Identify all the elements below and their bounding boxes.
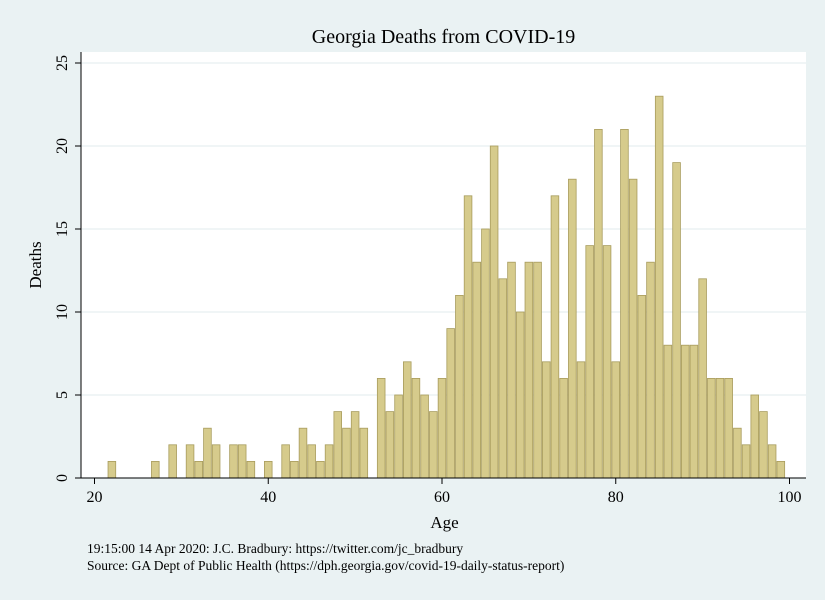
bar-age-40 xyxy=(264,460,273,479)
bar-age-88 xyxy=(681,344,690,479)
y-tick-label-0: 0 xyxy=(54,474,71,482)
bar-age-59 xyxy=(429,411,438,479)
bar-age-96 xyxy=(750,394,759,479)
y-tick-label-20: 20 xyxy=(54,138,71,154)
bar-age-91 xyxy=(707,377,716,479)
y-tick-label-5: 5 xyxy=(54,391,71,399)
bar-age-93 xyxy=(724,377,733,479)
bar-age-68 xyxy=(507,261,516,479)
x-tick-label-20: 20 xyxy=(87,489,103,506)
bar-age-56 xyxy=(403,361,412,479)
y-tick-label-25: 25 xyxy=(54,55,71,71)
bar-age-66 xyxy=(489,145,499,479)
bar-age-33 xyxy=(203,427,212,479)
bar-age-97 xyxy=(759,411,768,479)
bar-age-84 xyxy=(646,261,655,479)
bar-age-22 xyxy=(107,460,117,479)
bar-age-71 xyxy=(533,261,542,479)
bar-age-78 xyxy=(594,128,603,479)
bar-age-99 xyxy=(776,460,786,479)
x-tick-label-80: 80 xyxy=(608,489,624,506)
bar-age-54 xyxy=(385,411,395,479)
bar-age-60 xyxy=(437,377,447,479)
bar-age-32 xyxy=(194,460,203,479)
bar-age-95 xyxy=(741,444,751,479)
bar-age-44 xyxy=(298,427,308,479)
bar-age-80 xyxy=(611,361,620,479)
bar-age-53 xyxy=(376,377,386,479)
bar-age-48 xyxy=(333,411,342,479)
bar-age-69 xyxy=(515,311,525,479)
bar-age-81 xyxy=(620,128,629,479)
bar-age-72 xyxy=(542,361,551,479)
bar-age-58 xyxy=(420,394,429,479)
bar-age-47 xyxy=(324,444,334,479)
bar-age-83 xyxy=(637,294,647,479)
bar-age-82 xyxy=(628,178,638,479)
x-tick-label-60: 60 xyxy=(434,489,450,506)
bar-age-49 xyxy=(342,427,351,479)
bar-age-57 xyxy=(411,377,421,479)
bar-age-90 xyxy=(698,278,707,479)
bar-age-67 xyxy=(498,278,508,479)
bar-age-79 xyxy=(602,245,612,479)
bar-age-51 xyxy=(359,427,369,479)
bar-age-65 xyxy=(481,228,490,479)
y-tick-label-10: 10 xyxy=(54,304,71,320)
bar-age-70 xyxy=(524,261,534,479)
x-tick-label-40: 40 xyxy=(260,489,276,506)
bar-age-87 xyxy=(672,162,681,479)
timestamp-credit-note: 19:15:00 14 Apr 2020: J.C. Bradbury: htt… xyxy=(87,541,464,556)
x-tick-label-100: 100 xyxy=(778,489,802,506)
bar-age-76 xyxy=(576,361,586,479)
x-axis-label: Age xyxy=(430,513,458,532)
bar-age-74 xyxy=(559,377,568,479)
bar-age-86 xyxy=(663,344,673,479)
bar-age-77 xyxy=(585,245,594,479)
bar-age-64 xyxy=(472,261,481,479)
bar-age-62 xyxy=(455,294,464,479)
chart-title: Georgia Deaths from COVID-19 xyxy=(312,26,575,48)
bar-age-75 xyxy=(568,178,577,479)
bar-age-46 xyxy=(316,460,325,479)
bar-age-89 xyxy=(689,344,699,479)
bar-age-31 xyxy=(185,444,195,479)
bar-age-55 xyxy=(394,394,403,479)
bar-age-61 xyxy=(446,328,455,479)
y-axis-label: Deaths xyxy=(26,241,45,288)
bar-age-34 xyxy=(211,444,221,479)
bar-age-42 xyxy=(281,444,290,479)
bar-age-63 xyxy=(463,195,473,479)
bar-age-85 xyxy=(654,95,664,479)
bar-age-92 xyxy=(715,377,725,479)
bar-age-94 xyxy=(733,427,742,479)
bar-age-73 xyxy=(550,195,560,479)
bar-age-36 xyxy=(229,444,238,479)
y-tick-label-15: 15 xyxy=(54,221,71,237)
bar-age-50 xyxy=(350,411,360,479)
bar-age-29 xyxy=(168,444,177,479)
bar-age-45 xyxy=(307,444,316,479)
bar-age-98 xyxy=(767,444,777,479)
bar-age-43 xyxy=(290,460,299,479)
bar-age-38 xyxy=(246,460,256,479)
source-note: Source: GA Dept of Public Health (https:… xyxy=(87,558,565,573)
bar-age-27 xyxy=(151,460,160,479)
bar-age-37 xyxy=(237,444,247,479)
